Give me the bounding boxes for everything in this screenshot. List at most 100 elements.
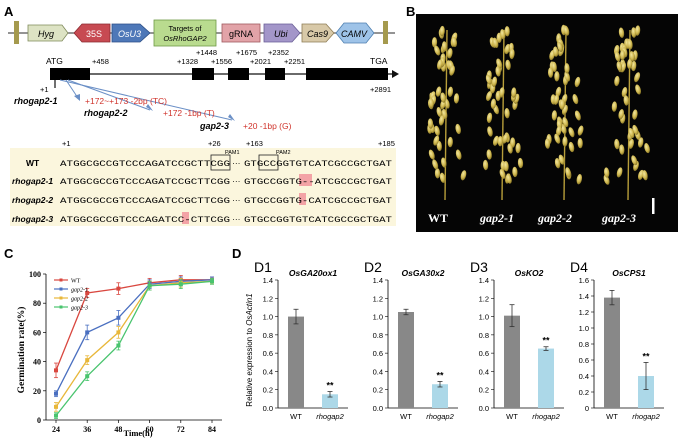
deletion-mark-1 (299, 174, 312, 186)
rice-grain (453, 93, 460, 104)
y-tick-label: 1.0 (373, 313, 383, 322)
exon-2 (192, 68, 214, 80)
panel-c: C 0 20 40 60 80 100 24 36 48 60 72 84 WT gap2-1 gap2-2… (4, 246, 222, 438)
rice-grain (560, 124, 567, 135)
y-tick-label: 0.2 (263, 386, 273, 395)
y-tick-label: 1.4 (373, 276, 383, 285)
rice-grain (492, 135, 499, 146)
rice-grain (554, 71, 560, 82)
y-tick-label: 1.6 (579, 276, 589, 285)
rice-grain (499, 168, 506, 179)
rice-grain (482, 159, 489, 171)
bar-chart-D4: D4 OsCPS1 0 0.2 0.4 0.6 0.8 1.0 1.2 1.4 1.6 WT rhoga… (570, 259, 664, 421)
rice-grain (634, 72, 641, 83)
rice-grain (499, 87, 505, 98)
x-tick-label: rhogap2 (426, 412, 454, 421)
rice-grain (553, 94, 560, 105)
targets-line2: OsRhoGAP2 (163, 34, 207, 43)
y-tick-label: 1.0 (263, 313, 273, 322)
align-pos-26: +26 (208, 139, 221, 148)
gene-pos-2021: +2021 (250, 57, 271, 66)
align-row-name: WT (26, 158, 40, 168)
rice-grain (434, 125, 440, 136)
grna-label: gRNA (229, 29, 253, 39)
y-tick-label: 0.6 (479, 349, 489, 358)
rice-grain (436, 107, 443, 118)
y-tick-label: 0.6 (263, 349, 273, 358)
y-tick-label: 0.4 (579, 372, 589, 381)
data-point (116, 343, 121, 348)
gene-pos-1556: +1556 (211, 57, 232, 66)
panicle-stem (627, 29, 631, 201)
camv-label: CAMV (341, 29, 368, 39)
border-right (383, 21, 388, 44)
chart-c-ylabel: Germination rate(%) (16, 307, 27, 394)
rice-grain (563, 25, 570, 36)
legend-marker (59, 278, 63, 282)
gene-tga-label: TGA (370, 56, 388, 66)
rice-grain (441, 41, 448, 52)
bar-WT (398, 312, 414, 408)
rice-grain (544, 138, 551, 149)
rice-grain (447, 136, 453, 148)
series-line-WT (55, 279, 212, 371)
chart-title: OsCPS1 (612, 268, 646, 278)
legend-label: gap2-2 (71, 297, 88, 303)
y-tick-label: 20 (33, 387, 41, 396)
rice-grain (556, 125, 562, 136)
y-tick-label: 1.2 (579, 308, 589, 317)
rice-grain (558, 154, 565, 165)
y-tick-label: 80 (33, 299, 41, 308)
pam1-box (210, 154, 231, 171)
rice-grain (554, 133, 561, 144)
align-row-ellipsis: ··· (232, 176, 241, 186)
rice-grain (618, 27, 625, 38)
rice-grain (428, 98, 434, 109)
mutation-name-3: gap2-3 (199, 121, 229, 131)
hyg-box (27, 24, 69, 42)
subpanel-label: D1 (254, 259, 272, 275)
rice-grain (432, 159, 439, 170)
p35s-box (73, 23, 111, 43)
rice-grain (434, 45, 441, 56)
x-tick-label: 84 (208, 425, 216, 434)
rice-grain (637, 169, 644, 180)
exon-3 (228, 68, 249, 80)
rice-grain (495, 66, 501, 77)
mutation-desc-2: +172 -1bp (T) (163, 108, 215, 118)
targets-line1: Targets of (169, 24, 203, 33)
align-row-name: rhogap2-1 (12, 176, 53, 186)
data-point (147, 283, 152, 288)
align-row-ellipsis: ··· (232, 195, 241, 205)
rice-grain (555, 86, 562, 98)
rice-grain (565, 167, 571, 178)
rice-grain (632, 109, 638, 120)
exon-5 (306, 68, 388, 80)
gene-pos-2251: +2251 (284, 57, 305, 66)
data-point (54, 404, 58, 409)
rice-grain (435, 86, 442, 97)
rice-grain (576, 174, 583, 185)
y-tick-label: 0.4 (373, 367, 383, 376)
rice-grain (627, 58, 633, 70)
y-tick-label: 0 (585, 404, 589, 413)
rice-grain (431, 37, 438, 48)
legend-marker (59, 296, 63, 300)
bar-WT (604, 297, 620, 408)
chart-title: OsGA20ox1 (289, 268, 337, 278)
data-point (85, 358, 90, 363)
rice-grain (455, 123, 461, 135)
plant-label-gap2-3: gap2-3 (601, 211, 636, 225)
alignment-box (10, 148, 396, 226)
rice-grain (629, 51, 635, 62)
gene-pos-1448: +1448 (196, 48, 217, 57)
align-row-seq1: ATGGCGCCGTCCCAGATCCGCTTCGG (60, 177, 230, 187)
x-tick-label: 24 (52, 425, 60, 434)
align-row-seq1: ATGGCGCCGTCCCAGATCCGCTTCGG (60, 196, 230, 206)
rice-grain (551, 110, 558, 121)
rice-grain (439, 25, 445, 37)
bar-chart-D3: D3 OsKO2 0.0 0.2 0.4 0.6 0.8 1.0 1.2 1.4 WT rhogap2… (470, 259, 564, 421)
rice-grain (642, 170, 648, 181)
rice-grain (504, 108, 510, 119)
y-tick-label: 60 (33, 328, 41, 337)
